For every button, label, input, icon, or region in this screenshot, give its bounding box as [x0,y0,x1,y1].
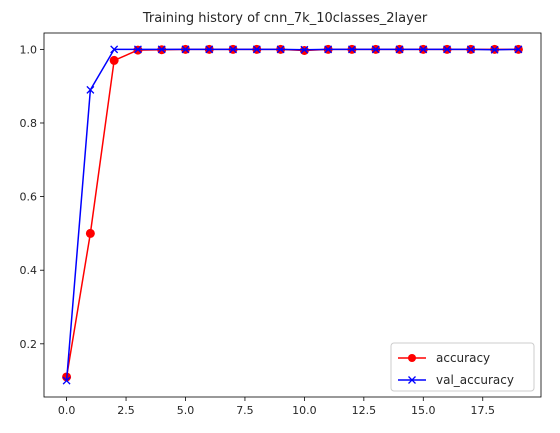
plot-area [63,45,523,384]
axes-frame [44,33,541,397]
legend-label-accuracy: accuracy [436,351,490,365]
series-line-val_accuracy [67,49,519,380]
legend-marker-accuracy [408,354,416,362]
x-tick-label: 7.5 [236,404,254,417]
x-tick-label: 12.5 [352,404,377,417]
legend-label-val_accuracy: val_accuracy [436,373,514,387]
data-point-accuracy [86,229,94,237]
y-tick-label: 1.0 [20,43,38,56]
data-point-accuracy [110,56,118,64]
x-tick-label: 2.5 [117,404,135,417]
y-tick-label: 0.2 [20,338,38,351]
x-tick-label: 0.0 [58,404,76,417]
x-tick-label: 15.0 [411,404,436,417]
x-tick-label: 17.5 [470,404,495,417]
y-tick-label: 0.4 [20,264,38,277]
x-tick-label: 5.0 [177,404,195,417]
chart-title: Training history of cnn_7k_10classes_2la… [142,11,428,26]
y-tick-label: 0.8 [20,117,38,130]
x-tick-label: 10.0 [292,404,317,417]
y-tick-label: 0.6 [20,191,38,204]
legend: accuracy val_accuracy [391,343,534,391]
series-line-accuracy [67,49,519,377]
